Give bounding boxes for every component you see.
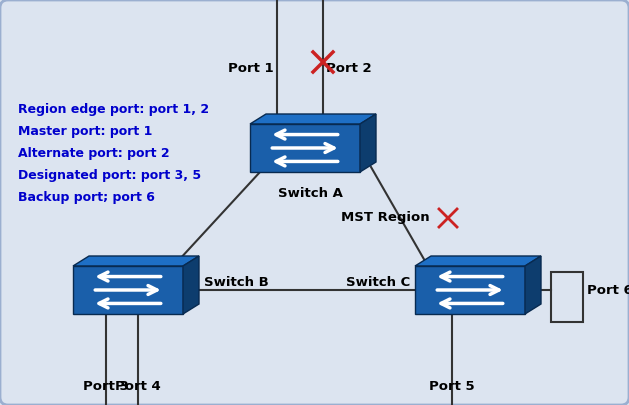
Polygon shape bbox=[415, 256, 541, 266]
Text: Master port: port 1: Master port: port 1 bbox=[18, 125, 152, 138]
Polygon shape bbox=[73, 266, 183, 314]
Text: Port 5: Port 5 bbox=[429, 380, 475, 393]
Polygon shape bbox=[525, 256, 541, 314]
Text: Port 1: Port 1 bbox=[228, 62, 274, 75]
Polygon shape bbox=[250, 124, 360, 172]
Text: Port 6: Port 6 bbox=[587, 284, 629, 296]
Text: MST Region: MST Region bbox=[342, 211, 430, 224]
Text: Backup port; port 6: Backup port; port 6 bbox=[18, 191, 155, 204]
Text: Port 4: Port 4 bbox=[115, 380, 161, 393]
Polygon shape bbox=[250, 114, 376, 124]
Text: Designated port: port 3, 5: Designated port: port 3, 5 bbox=[18, 169, 201, 182]
Polygon shape bbox=[183, 256, 199, 314]
Text: Port 3: Port 3 bbox=[83, 380, 129, 393]
Polygon shape bbox=[415, 266, 525, 314]
Polygon shape bbox=[360, 114, 376, 172]
Text: Switch B: Switch B bbox=[204, 275, 269, 288]
Text: Alternate port: port 2: Alternate port: port 2 bbox=[18, 147, 170, 160]
Text: Port 2: Port 2 bbox=[326, 62, 372, 75]
Text: Region edge port: port 1, 2: Region edge port: port 1, 2 bbox=[18, 103, 209, 116]
Text: Switch C: Switch C bbox=[346, 275, 410, 288]
Polygon shape bbox=[73, 256, 199, 266]
Text: Switch A: Switch A bbox=[277, 187, 342, 200]
